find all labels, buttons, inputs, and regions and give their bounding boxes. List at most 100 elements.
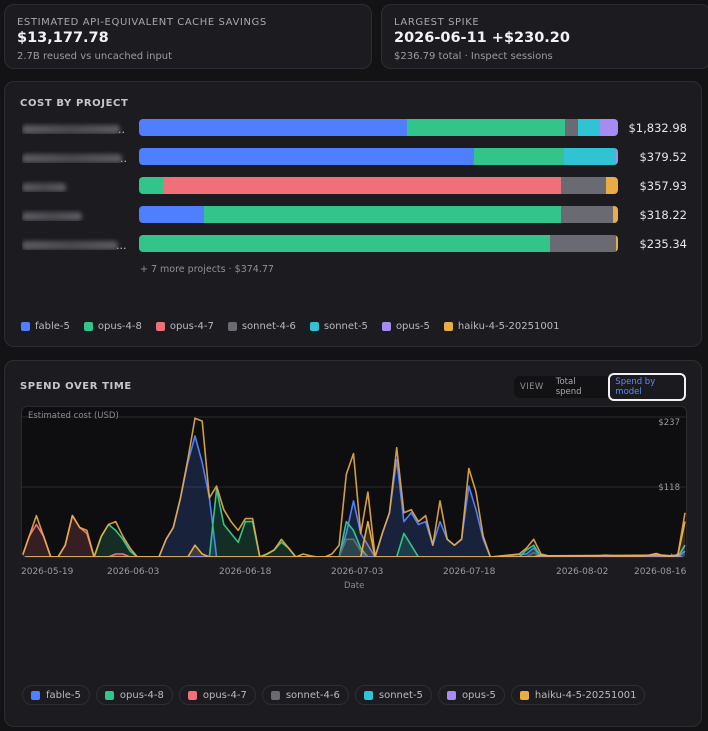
y-tick-label: $118 (658, 483, 680, 493)
bar-segment-haiku-4-5-20251001[interactable] (613, 206, 618, 223)
series-line-sonnet-5 (22, 544, 686, 557)
legend-label: fable-5 (35, 321, 70, 332)
stat-sub: 2.7B reused vs uncached input (17, 51, 173, 62)
spend-chart-svg: Estimated cost (USD)$0$118$237 (22, 411, 686, 557)
x-tick-label: 2026-07-18 (443, 567, 496, 577)
cost-by-project-title: COST BY PROJECT (20, 98, 129, 109)
legend-label: sonnet-5 (378, 689, 423, 701)
bar-segment-sonnet-4-6[interactable] (565, 119, 579, 136)
series-line-fable-5 (22, 435, 686, 557)
series-line-total (22, 417, 686, 557)
bar-segment-opus-4-8[interactable] (139, 177, 163, 194)
project-cost-value: $379.52 (639, 150, 687, 164)
bar-segment-sonnet-5[interactable] (578, 119, 600, 136)
legend-swatch (21, 322, 30, 331)
legend-label: opus-4-7 (202, 689, 247, 701)
stat-card-cache-savings: ESTIMATED API-EQUIVALENT CACHE SAVINGS $… (4, 4, 372, 69)
stat-value: 2026-06-11 +$230.20 (394, 30, 570, 46)
project-name[interactable] (22, 209, 126, 221)
bar-segment-opus-5[interactable] (599, 119, 618, 136)
legend-label: sonnet-4-6 (241, 321, 296, 332)
legend-label: opus-4-7 (169, 321, 214, 332)
legend-item-fable-5[interactable]: fable-5 (21, 321, 70, 332)
legend-item-haiku-4-5-20251001[interactable]: haiku-4-5-20251001 (510, 685, 646, 705)
legend-item-sonnet-4-6[interactable]: sonnet-4-6 (227, 321, 296, 332)
total-spend-option[interactable]: Total spend (555, 377, 582, 397)
project-name[interactable] (22, 180, 126, 192)
legend-item-sonnet-5[interactable]: sonnet-5 (309, 321, 368, 332)
stat-value: $13,177.78 (17, 30, 109, 46)
spend-chart[interactable]: Estimated cost (USD) $0 $118 $237 (21, 406, 687, 558)
project-cost-bar[interactable] (139, 119, 618, 136)
legend-item-opus-5[interactable]: opus-5 (437, 685, 505, 705)
bar-segment-fable-5[interactable] (139, 206, 205, 223)
project-name[interactable]: ... (22, 151, 126, 163)
legend-label: sonnet-5 (323, 321, 368, 332)
legend-item-opus-4-7[interactable]: opus-4-7 (155, 321, 214, 332)
legend-item-opus-4-8[interactable]: opus-4-8 (95, 685, 173, 705)
legend-swatch (104, 690, 114, 700)
legend-item-opus-5[interactable]: opus-5 (381, 321, 430, 332)
ellipsis: ... (116, 238, 126, 251)
stat-label: ESTIMATED API-EQUIVALENT CACHE SAVINGS (17, 17, 267, 28)
bar-segment-haiku-4-5-20251001[interactable] (606, 177, 618, 194)
legend-label: opus-5 (395, 321, 430, 332)
bar-segment-sonnet-4-6[interactable] (560, 206, 614, 223)
bar-segment-opus-4-7[interactable] (162, 177, 561, 194)
bar-segment-opus-5[interactable] (615, 148, 618, 165)
legend-swatch (187, 690, 197, 700)
spend-over-time-title: SPEND OVER TIME (20, 381, 132, 392)
project-cost-bar[interactable] (139, 148, 618, 165)
series-area-opus-4-8 (22, 489, 541, 557)
stat-label: LARGEST SPIKE (394, 17, 480, 28)
bar-segment-fable-5[interactable] (139, 119, 408, 136)
legend-item-opus-4-8[interactable]: opus-4-8 (83, 321, 142, 332)
x-tick-label: 2026-07-03 (331, 567, 384, 577)
project-name[interactable]: ... (22, 238, 126, 250)
bar-segment-opus-4-8[interactable] (139, 235, 550, 252)
bar-segment-sonnet-4-6[interactable] (549, 235, 616, 252)
spend-by-model-option[interactable]: Spend by model (608, 373, 686, 401)
ellipsis: ... (120, 152, 126, 164)
bar-segment-sonnet-5[interactable] (563, 148, 616, 165)
bar-segment-opus-4-8[interactable] (474, 148, 564, 165)
project-name[interactable]: ... (22, 122, 126, 134)
bar-segment-haiku-4-5-20251001[interactable] (615, 235, 618, 252)
series-line-sonnet-4-6 (22, 538, 542, 557)
legend-item-fable-5[interactable]: fable-5 (22, 685, 90, 705)
spend-chart-legend: fable-5 opus-4-8 opus-4-7 sonnet-4-6 sonnet-… (22, 685, 651, 705)
legend-swatch (309, 322, 319, 331)
cost-by-project-legend: fable-5 opus-4-8 opus-4-7 sonnet-4-6 sonnet-… (21, 321, 573, 332)
legend-label: fable-5 (46, 689, 81, 701)
legend-swatch (83, 322, 93, 331)
legend-swatch (155, 322, 165, 331)
x-tick-label: 2026-06-03 (107, 567, 160, 577)
bar-segment-fable-5[interactable] (139, 148, 475, 165)
legend-item-opus-4-7[interactable]: opus-4-7 (178, 685, 256, 705)
y-axis-label: Estimated cost (USD) (28, 411, 119, 421)
legend-item-sonnet-4-6[interactable]: sonnet-4-6 (261, 685, 349, 705)
bar-segment-opus-4-8[interactable] (204, 206, 561, 223)
project-cost-bar[interactable] (139, 206, 618, 223)
x-tick-label: 2026-05-19 (21, 567, 74, 577)
ellipsis: ... (118, 122, 126, 135)
legend-swatch (443, 322, 453, 331)
view-toggle: VIEW Total spend Spend by model (514, 373, 686, 401)
legend-swatch (270, 690, 280, 700)
bar-segment-sonnet-4-6[interactable] (560, 177, 606, 194)
project-cost-bar[interactable] (139, 177, 618, 194)
bar-segment-opus-4-8[interactable] (407, 119, 566, 136)
project-cost-value: $235.34 (639, 237, 687, 251)
legend-swatch (381, 322, 391, 331)
stat-sub[interactable]: $236.79 total · Inspect sessions (394, 51, 553, 62)
legend-label: opus-5 (461, 689, 496, 701)
project-cost-value: $1,832.98 (628, 121, 687, 135)
redacted-project-name (22, 211, 82, 221)
project-cost-value: $318.22 (639, 208, 687, 222)
stat-card-largest-spike[interactable]: LARGEST SPIKE 2026-06-11 +$230.20 $236.7… (381, 4, 708, 69)
legend-item-haiku-4-5-20251001[interactable]: haiku-4-5-20251001 (443, 321, 559, 332)
project-cost-bar[interactable] (139, 235, 618, 252)
more-projects-link[interactable]: + 7 more projects · $374.77 (140, 264, 274, 275)
legend-label: haiku-4-5-20251001 (534, 689, 637, 701)
legend-item-sonnet-5[interactable]: sonnet-5 (354, 685, 432, 705)
